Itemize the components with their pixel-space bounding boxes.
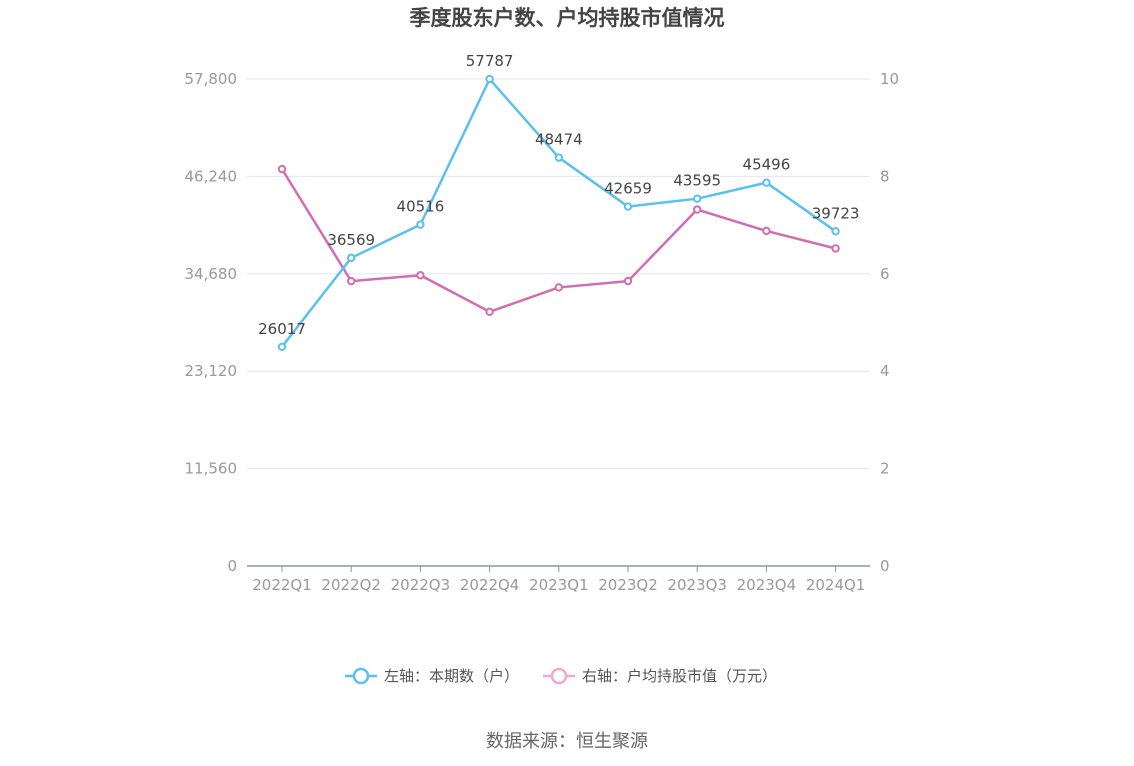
- data-label: 36569: [327, 231, 375, 249]
- right-tick-label: 2: [880, 460, 890, 478]
- data-point-right: [762, 226, 771, 236]
- right-tick-label: 4: [880, 362, 890, 380]
- data-label: 39723: [812, 204, 860, 222]
- data-point-right: [347, 276, 356, 286]
- data-point-right: [831, 244, 840, 253]
- x-tick-label: 2022Q3: [391, 576, 451, 594]
- right-tick-label: 0: [880, 557, 890, 575]
- data-point-left: [762, 178, 771, 187]
- left-tick-label: 46,240: [185, 167, 238, 185]
- data-point-left: [347, 253, 356, 263]
- data-point-left: [416, 220, 425, 229]
- left-axis-ticks: 0 11,560 23,120 34,680 46,240 57,800: [185, 70, 238, 575]
- data-label: 48474: [535, 131, 583, 149]
- data-point-right: [554, 283, 563, 292]
- source-note: 数据来源：恒生聚源: [486, 731, 648, 752]
- left-tick-label: 57,800: [185, 70, 238, 88]
- right-tick-label: 10: [880, 70, 899, 88]
- grid-lines: [247, 78, 870, 470]
- legend-swatch-marker: [352, 667, 370, 685]
- chart-title: 季度股东户数、户均持股市值情况: [410, 6, 725, 30]
- series-layer: [277, 74, 840, 351]
- data-point-right: [693, 205, 702, 214]
- x-tick-label: 2024Q1: [806, 576, 866, 594]
- data-point-left: [554, 153, 563, 162]
- data-point-left: [831, 227, 840, 236]
- data-point-right: [485, 307, 494, 316]
- series-line-left: [281, 77, 837, 348]
- data-labels: 26017 36569 40516 57787 48474 42659 43595 45496…: [258, 52, 859, 338]
- right-axis-ticks: 0 2 4 6 8 10: [880, 70, 899, 575]
- x-tick-label: 2022Q2: [321, 576, 381, 594]
- x-axis: 2022Q1 2022Q2 2022Q3 2022Q4 2023Q1 2023Q2 2023…: [247, 565, 870, 594]
- data-label: 40516: [397, 198, 445, 216]
- data-point-right: [623, 276, 633, 286]
- left-tick-label: 11,560: [185, 460, 238, 478]
- left-tick-label: 0: [227, 557, 237, 575]
- data-label: 42659: [604, 180, 652, 198]
- x-tick-label: 2023Q1: [529, 576, 589, 594]
- data-label: 43595: [673, 172, 721, 190]
- left-tick-label: 23,120: [185, 362, 238, 380]
- legend-swatch-marker: [550, 667, 568, 685]
- left-tick-label: 34,680: [185, 265, 238, 283]
- x-tick-label: 2023Q2: [598, 576, 658, 594]
- data-label: 26017: [258, 320, 306, 338]
- data-label: 57787: [466, 52, 514, 70]
- legend-label: 左轴：本期数（户）: [384, 667, 519, 685]
- data-point-left: [693, 194, 702, 203]
- legend: 左轴：本期数（户） 右轴：户均持股市值（万元）: [345, 667, 777, 685]
- data-label: 45496: [743, 156, 791, 174]
- x-tick-label: 2022Q1: [252, 576, 312, 594]
- x-tick-label: 2023Q4: [737, 576, 797, 594]
- right-tick-label: 6: [880, 265, 890, 283]
- right-tick-label: 8: [880, 167, 890, 185]
- legend-label: 右轴：户均持股市值（万元）: [582, 667, 777, 685]
- data-point-left: [485, 74, 494, 84]
- data-point-right: [416, 271, 425, 280]
- x-tick-label: 2023Q3: [667, 576, 727, 594]
- x-tick-label: 2022Q4: [460, 576, 520, 594]
- data-point-right: [277, 164, 287, 174]
- data-point-left: [277, 342, 287, 351]
- data-point-left: [623, 202, 633, 211]
